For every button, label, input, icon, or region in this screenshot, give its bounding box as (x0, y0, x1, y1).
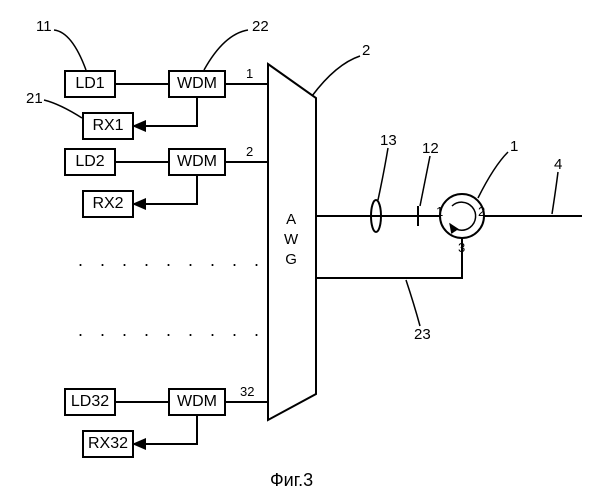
callout-2: 2 (362, 42, 370, 59)
port-label-1: 1 (246, 66, 253, 81)
circ-port-3: 3 (458, 240, 465, 255)
ld-box-32: LD32 (64, 388, 116, 416)
awg-label: A W G (284, 210, 298, 270)
port-label-32: 32 (240, 384, 254, 399)
rx-box-32: RX32 (82, 430, 134, 458)
rx-label-32: RX32 (88, 435, 128, 453)
ellipsis-2: . . . . . . . . . (78, 320, 265, 341)
callout-22: 22 (252, 18, 269, 35)
rx-label-1: RX1 (92, 117, 123, 135)
circ-port-1: 1 (436, 204, 443, 219)
callout-11: 11 (36, 18, 52, 35)
wdm-box-1: WDM (168, 70, 226, 98)
callout-4: 4 (554, 156, 562, 173)
ld-label-1: LD1 (75, 75, 104, 93)
callout-21: 21 (26, 90, 43, 107)
callout-12: 12 (422, 140, 439, 157)
optical-diagram: LD1 WDM RX1 1 LD2 WDM RX2 2 . . . . . . … (0, 0, 598, 500)
wdm-box-32: WDM (168, 388, 226, 416)
wdm-label-32: WDM (177, 393, 217, 411)
callout-13: 13 (380, 132, 397, 149)
port-label-2: 2 (246, 144, 253, 159)
ld-box-2: LD2 (64, 148, 116, 176)
wdm-box-2: WDM (168, 148, 226, 176)
rx-box-2: RX2 (82, 190, 134, 218)
ellipsis-1: . . . . . . . . . (78, 250, 265, 271)
ld-label-32: LD32 (71, 393, 109, 411)
wdm-label-2: WDM (177, 153, 217, 171)
ld-label-2: LD2 (75, 153, 104, 171)
wdm-label-1: WDM (177, 75, 217, 93)
circ-port-2: 2 (478, 204, 485, 219)
callout-23: 23 (414, 326, 431, 343)
rx-box-1: RX1 (82, 112, 134, 140)
ld-box-1: LD1 (64, 70, 116, 98)
callout-1: 1 (510, 138, 518, 155)
figure-caption: Фиг.3 (270, 470, 313, 491)
rx-label-2: RX2 (92, 195, 123, 213)
